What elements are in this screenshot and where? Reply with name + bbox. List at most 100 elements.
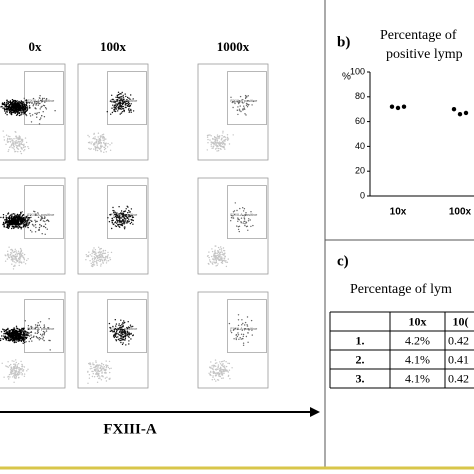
event-dot xyxy=(18,103,20,105)
event-dot xyxy=(100,368,103,371)
event-dot xyxy=(95,361,97,364)
event-dot xyxy=(114,334,116,336)
event-dot xyxy=(10,222,12,224)
event-dot xyxy=(39,219,42,222)
event-dot xyxy=(108,368,111,370)
event-dot xyxy=(217,250,220,252)
event-dot xyxy=(19,253,21,255)
event-dot xyxy=(9,215,11,217)
event-dot xyxy=(217,143,220,145)
event-dot xyxy=(213,136,216,138)
event-dot xyxy=(230,330,232,332)
event-dot xyxy=(228,362,231,365)
event-dot xyxy=(96,365,98,368)
event-dot xyxy=(13,258,15,260)
event-dot xyxy=(8,149,10,151)
event-dot xyxy=(18,337,20,339)
event-dot xyxy=(119,329,122,331)
event-dot xyxy=(20,331,23,334)
event-dot xyxy=(93,366,95,369)
event-dot xyxy=(11,138,13,140)
event-dot xyxy=(19,136,21,138)
event-dot xyxy=(218,137,220,140)
event-dot xyxy=(100,259,102,261)
event-dot xyxy=(6,226,9,228)
event-dot xyxy=(5,215,7,217)
event-dot xyxy=(227,139,229,141)
event-dot xyxy=(17,339,19,341)
event-dot xyxy=(243,107,245,109)
event-dot xyxy=(118,324,120,327)
plot-frame xyxy=(77,63,149,161)
event-dot xyxy=(216,362,218,364)
event-dot xyxy=(215,245,217,247)
event-dot xyxy=(120,112,123,114)
event-dot xyxy=(117,102,120,105)
event-dot xyxy=(112,325,114,328)
event-dot xyxy=(118,107,120,109)
event-dot xyxy=(12,330,14,332)
event-dot xyxy=(7,366,9,368)
gate xyxy=(24,299,64,353)
event-dot xyxy=(13,147,15,149)
event-dot xyxy=(15,325,18,327)
event-dot xyxy=(103,366,106,368)
event-dot xyxy=(24,341,26,344)
event-dot xyxy=(14,105,16,108)
event-dot xyxy=(118,338,120,340)
event-dot xyxy=(16,216,19,218)
event-dot xyxy=(44,226,47,229)
event-dot xyxy=(25,100,27,102)
event-dot xyxy=(11,360,13,362)
event-dot xyxy=(216,145,218,148)
column-header: 100x xyxy=(100,39,127,54)
event-dot xyxy=(21,140,24,142)
event-dot xyxy=(41,233,43,235)
event-dot xyxy=(7,327,9,330)
event-dot xyxy=(244,94,247,97)
event-dot xyxy=(237,113,239,116)
event-dot xyxy=(7,227,10,229)
event-dot xyxy=(6,108,9,110)
event-dot xyxy=(101,363,103,365)
event-dot xyxy=(45,98,48,100)
table-cell: 4.1% xyxy=(405,352,430,366)
event-dot xyxy=(103,368,105,370)
event-dot xyxy=(92,265,94,267)
event-dot xyxy=(113,210,115,212)
event-dot xyxy=(22,327,24,330)
y-tick-label: 40 xyxy=(355,141,365,151)
event-dot xyxy=(221,134,223,137)
event-dot xyxy=(220,372,222,375)
event-dot xyxy=(230,220,232,222)
event-dot xyxy=(98,258,101,260)
event-dot xyxy=(215,374,217,377)
event-dot xyxy=(112,330,114,332)
event-dot xyxy=(19,258,21,260)
column-header: 0x xyxy=(29,39,43,54)
event-dot xyxy=(43,116,46,118)
event-dot xyxy=(32,105,34,107)
event-dot xyxy=(5,220,7,222)
event-dot xyxy=(6,331,9,333)
event-dot xyxy=(218,370,221,372)
event-dot xyxy=(90,148,92,150)
event-dot xyxy=(215,258,217,260)
event-dot xyxy=(247,220,250,222)
event-dot xyxy=(12,221,15,224)
event-dot xyxy=(112,101,115,103)
event-dot xyxy=(24,337,26,339)
event-dot xyxy=(128,108,130,110)
event-dot xyxy=(16,146,18,148)
event-dot xyxy=(6,114,8,116)
event-dot xyxy=(234,213,236,216)
event-dot xyxy=(103,148,106,151)
event-dot xyxy=(14,337,16,339)
event-dot xyxy=(100,142,102,144)
event-dot xyxy=(214,359,217,361)
event-dot xyxy=(13,110,15,112)
event-dot xyxy=(8,224,10,226)
event-dot xyxy=(103,259,106,262)
event-dot xyxy=(120,341,122,344)
event-dot xyxy=(93,250,95,253)
